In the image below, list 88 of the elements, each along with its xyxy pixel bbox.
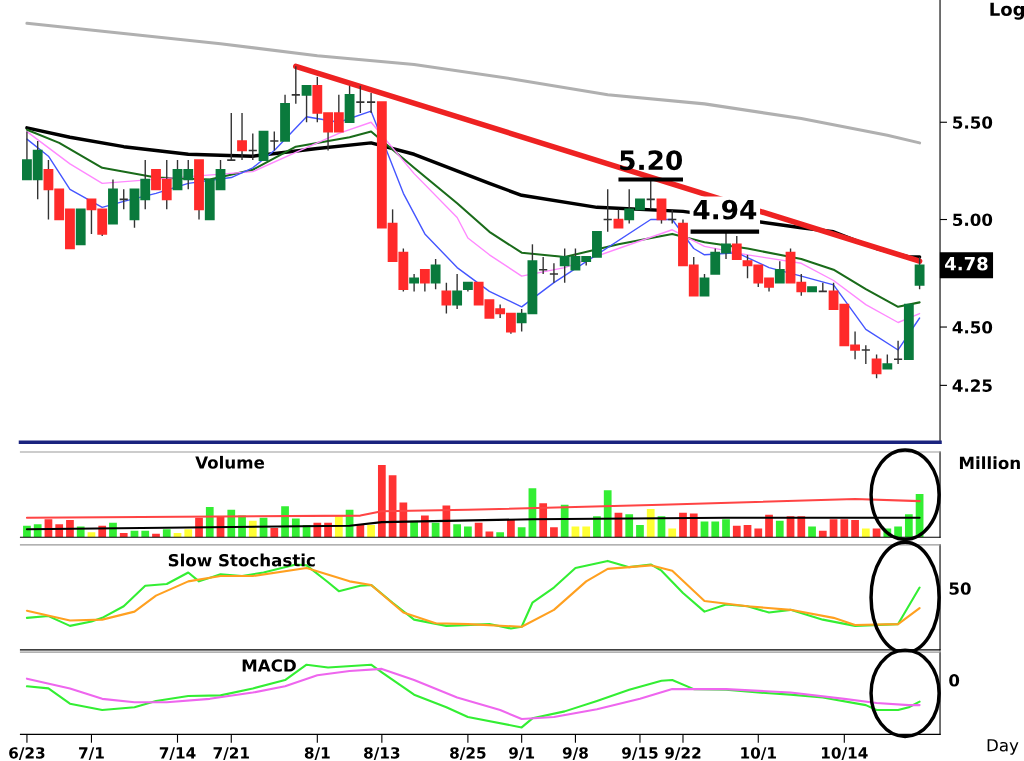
bar <box>904 514 913 538</box>
annotation: 5.20 <box>620 150 683 171</box>
y-tick-label: 5.00 <box>953 213 993 227</box>
candlestick <box>871 353 882 379</box>
bar <box>270 527 279 538</box>
bar <box>582 526 591 538</box>
annotation: 4.94 <box>693 199 757 220</box>
bar <box>367 524 375 538</box>
bar <box>571 526 580 538</box>
bar <box>700 521 709 538</box>
bar <box>517 527 526 538</box>
bar <box>775 520 784 538</box>
bar <box>603 490 612 538</box>
bar <box>861 528 870 538</box>
bar <box>119 532 128 538</box>
text: 0 <box>949 673 960 687</box>
bar <box>421 515 429 538</box>
bar <box>732 525 741 538</box>
bar <box>722 519 730 538</box>
x-tick-label: 10/14 <box>821 747 868 760</box>
bar <box>162 529 171 538</box>
x-tick-label: 10/1 <box>741 747 776 760</box>
x-tick-label: 9/22 <box>665 747 701 760</box>
bar <box>410 520 418 538</box>
x-tick-label: 6/23 <box>9 747 45 760</box>
bar <box>797 516 806 538</box>
bar <box>754 528 763 538</box>
y-tick-label: 5.50 <box>953 116 993 129</box>
bar <box>689 513 698 538</box>
y-tick-label: 4.50 <box>952 321 993 334</box>
x-tick-label: 7/21 <box>213 747 249 760</box>
x-tick-label: 9/15 <box>622 747 658 760</box>
bar <box>851 519 859 538</box>
bar <box>184 529 193 538</box>
x-tick-label: 8/13 <box>364 747 400 760</box>
bar <box>679 512 687 538</box>
bar <box>765 514 773 538</box>
x-tick-label: 7/14 <box>159 747 196 760</box>
chart-title: MACD <box>242 659 296 672</box>
line-series <box>26 110 921 351</box>
bar <box>646 509 655 538</box>
candlestick <box>774 260 785 284</box>
y-axis-title: Million <box>959 456 1020 470</box>
bar <box>195 517 203 538</box>
chart-title: Volume <box>195 455 265 469</box>
candlestick <box>613 208 624 229</box>
bar <box>496 532 505 538</box>
candlestick <box>409 273 420 293</box>
x-tick-label: 8/25 <box>450 747 486 760</box>
bar <box>829 519 838 538</box>
y-tick-label: 4.25 <box>952 379 992 392</box>
x-tick-label: 7/1 <box>79 747 104 760</box>
bar <box>840 519 849 538</box>
bar <box>485 531 494 538</box>
x-axis-title: Day <box>987 739 1019 755</box>
text: Log <box>990 2 1024 20</box>
text: 50 <box>949 582 971 595</box>
bar <box>818 530 827 538</box>
text: 4.78 <box>945 256 988 271</box>
bar <box>87 532 96 538</box>
x-tick-label: 9/1 <box>509 747 535 760</box>
bar <box>474 522 483 538</box>
x-tick-label: 8/1 <box>304 747 330 760</box>
candlestick <box>731 235 742 260</box>
bar <box>668 528 677 538</box>
candlestick <box>430 258 441 290</box>
candlestick <box>699 273 710 297</box>
bar <box>453 524 461 538</box>
bar <box>550 527 558 538</box>
candlestick <box>656 198 667 225</box>
candlestick <box>237 112 247 161</box>
candlestick <box>452 273 463 310</box>
bar <box>808 526 816 538</box>
candlestick <box>914 256 925 290</box>
bar <box>377 465 386 538</box>
line-series <box>25 21 922 145</box>
bar <box>636 524 644 538</box>
bar <box>356 524 365 538</box>
x-tick-label: 9/8 <box>562 747 588 760</box>
bar <box>711 521 720 538</box>
bar <box>141 530 150 538</box>
candlestick <box>441 281 452 315</box>
bar <box>464 526 472 538</box>
candlestick <box>301 84 312 123</box>
candlestick <box>419 268 430 293</box>
bar <box>593 516 601 538</box>
bar <box>894 526 902 538</box>
chart-title: Slow Stochastic <box>168 553 315 567</box>
